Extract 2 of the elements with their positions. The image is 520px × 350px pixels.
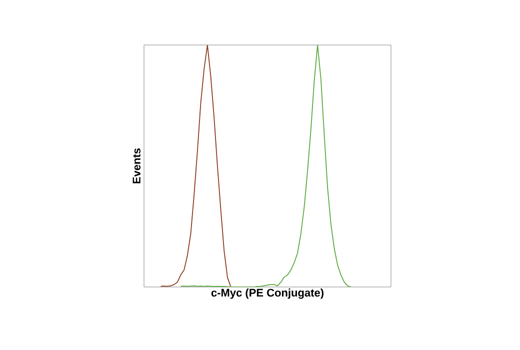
y-axis-title: Events (132, 148, 140, 184)
x-axis-title: c-Myc (PE Conjugate) (211, 288, 324, 299)
